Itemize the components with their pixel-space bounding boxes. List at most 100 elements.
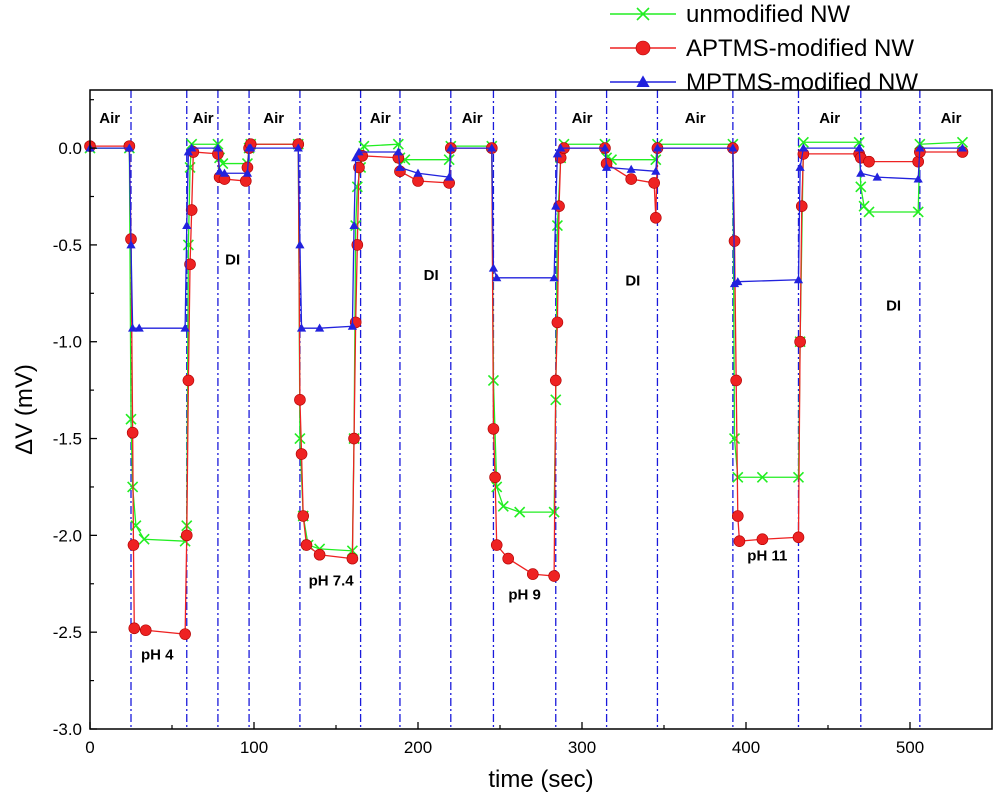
data-point [413,168,423,177]
legend-item: MPTMS-modified NW [610,69,918,96]
region-label: DI [424,267,439,284]
x-tick-label: 0 [85,738,94,757]
y-tick-label: -3.0 [53,720,82,739]
region-label: Air [941,110,962,127]
legend: unmodified NW APTMS-modified NW MPTMS-modi… [610,1,918,96]
data-point [733,277,743,286]
axis-ticks: 0 100 200 300 400 500 0.0 -0.5 -1.0 -1.5 -2.0 -2.5 -… [53,99,924,757]
data-point [549,273,559,282]
data-point [648,177,660,189]
data-point [128,622,141,635]
data-point [853,136,865,148]
data-point [395,162,405,171]
data-point [915,143,925,152]
data-point [728,143,738,152]
y-axis-title: ΔV (mV) [11,364,38,455]
region-label: Air [263,110,284,127]
x-tick-label: 300 [568,738,596,757]
x-tick-label: 500 [896,738,924,757]
region-label: DI [225,251,240,268]
y-tick-label: 0.0 [58,139,82,158]
data-point [125,413,137,425]
data-point [242,168,253,177]
data-point [348,432,360,445]
data-point [297,510,310,522]
data-point [182,239,194,251]
x-axis-title: time (sec) [488,766,593,793]
data-point [351,153,361,162]
data-point [651,166,661,175]
series-line [90,141,963,552]
data-point [956,136,969,148]
data-point [182,220,192,230]
data-point [296,323,307,332]
data-point [551,316,564,329]
data-point [358,140,370,152]
data-point [392,138,404,150]
data-point [446,143,456,152]
data-point [126,240,136,249]
data-point [314,323,325,332]
data-point [912,206,924,218]
data-point [798,143,809,152]
data-point [652,143,663,152]
data-point [856,168,866,177]
series-unmodified-nw [84,136,969,557]
data-point [756,471,768,483]
data-point [346,552,359,565]
region-label: Air [193,110,214,127]
data-point [185,204,198,216]
data-point [487,423,500,435]
data-point [863,155,875,168]
data-point [139,624,152,637]
data-point [130,520,142,532]
data-point [180,323,190,332]
region-label: pH 4 [141,646,174,663]
series-aptms-modified-nw [84,138,969,640]
series-line [90,143,963,635]
boundary-lines [130,90,921,729]
data-point [489,471,501,484]
data-point [294,432,306,445]
data-point [601,162,612,171]
data-point [872,172,882,181]
data-point [792,531,805,544]
data-point [795,200,808,212]
data-point [728,432,741,445]
data-point [349,220,359,230]
data-point [756,533,769,546]
data-point [347,321,358,330]
data-point [912,155,925,168]
data-point [351,239,364,251]
y-tick-label: -0.5 [53,236,82,255]
data-point [526,568,539,580]
data-point [444,172,454,181]
x-tick-label: 400 [732,738,760,757]
data-point [240,175,252,187]
legend-label: MPTMS-modified NW [686,69,918,96]
data-point [351,181,363,193]
data-point [443,154,455,166]
data-point [625,173,638,185]
data-point [295,240,305,249]
data-point [497,500,509,512]
data-point [626,164,636,173]
legend-item: APTMS-modified NW [610,35,914,62]
region-label: DI [625,273,640,290]
data-point [514,506,526,518]
data-point [913,174,923,183]
data-point [127,539,140,551]
data-point [855,181,867,193]
data-point [731,510,744,522]
data-point [548,570,560,582]
data-point [490,539,503,551]
legend-item: unmodified NW [610,1,850,28]
data-point [180,529,193,542]
data-point [138,533,150,545]
data-point [295,448,308,460]
data-point [635,40,651,56]
data-point [300,539,313,551]
data-point [213,143,223,152]
data-point [184,258,196,271]
